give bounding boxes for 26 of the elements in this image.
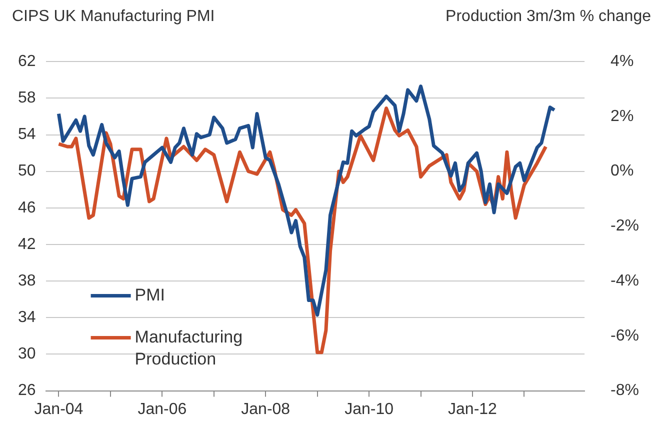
- x-tick-label: Jan-04: [34, 400, 84, 418]
- x-tick-label: Jan-08: [241, 400, 290, 418]
- x-tick-label: Jan-12: [448, 400, 498, 418]
- y2-tick-label: -6%: [610, 327, 639, 344]
- y2-tick-label: -8%: [610, 382, 639, 400]
- y2-tick-label: -2%: [610, 218, 639, 235]
- legend-label: PMI: [134, 285, 166, 304]
- y-tick-label: 30: [18, 346, 36, 363]
- y2-axis-title: Production 3m/3m % change: [446, 8, 651, 27]
- x-tick-label: Jan-06: [138, 400, 187, 418]
- y2-tick-label: 0%: [610, 162, 634, 180]
- y-tick-label: 58: [18, 90, 36, 107]
- y-tick-label: 62: [18, 53, 36, 70]
- y-axis-title: CIPS UK Manufacturing PMI: [12, 8, 215, 27]
- legend-label: Manufacturing Production: [134, 327, 243, 368]
- y-tick-label: 34: [18, 309, 36, 326]
- x-tick-label: Jan-10: [344, 400, 394, 418]
- y-tick-label: 46: [18, 199, 36, 216]
- y-tick-label: 50: [18, 162, 36, 180]
- y-tick-label: 38: [18, 272, 36, 290]
- y2-tick-label: 4%: [610, 53, 634, 70]
- y-tick-label: 54: [18, 126, 36, 144]
- y2-tick-label: -4%: [610, 272, 639, 290]
- y-tick-label: 26: [18, 382, 36, 400]
- y2-tick-label: 2%: [610, 108, 634, 125]
- y-tick-label: 42: [18, 236, 36, 253]
